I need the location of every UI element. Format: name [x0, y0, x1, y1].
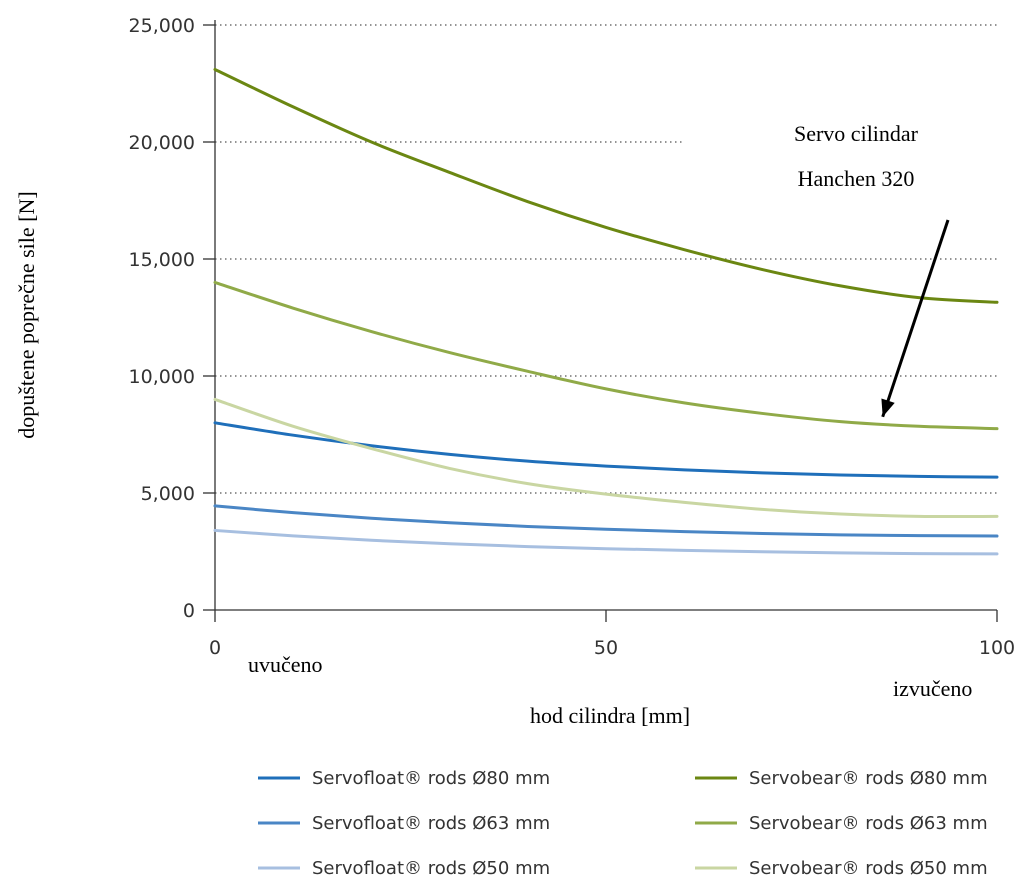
series-line-6: [213, 397, 999, 519]
x-tick-label: 0: [209, 637, 221, 659]
callout-arrow-shaft: [881, 219, 950, 418]
start-label: uvučeno: [248, 652, 323, 677]
legend-label-4: Servobear® rods Ø80 mm: [749, 768, 988, 789]
legend-label-1: Servofloat® rods Ø80 mm: [312, 768, 550, 789]
callout-arrow: [881, 219, 950, 418]
series-line-4: [213, 67, 999, 304]
series-line-5: [213, 280, 999, 431]
legend-label-2: Servofloat® rods Ø63 mm: [312, 813, 550, 834]
end-label: izvučeno: [893, 676, 972, 701]
y-axis-title: dopuštene poprečne sile [N]: [14, 191, 39, 438]
y-tick-label: 25,000: [129, 15, 195, 37]
callout-line-2: Hanchen 320: [798, 166, 915, 191]
legend: Servofloat® rods Ø80 mm Servofloat® rods …: [258, 768, 988, 879]
axes: [214, 20, 997, 611]
series-line-3: [213, 528, 999, 556]
grid-lines: [215, 24, 997, 494]
legend-label-6: Servobear® rods Ø50 mm: [749, 858, 988, 879]
series-lines: [213, 67, 999, 556]
y-tick-label: 20,000: [129, 132, 195, 154]
y-tick-label: 15,000: [129, 249, 195, 271]
y-tick-label: 5,000: [141, 483, 195, 505]
y-tick-label: 0: [183, 600, 195, 622]
x-tick-labels: 0 50 100: [209, 610, 1015, 659]
x-tick-label: 100: [979, 637, 1015, 659]
y-tick-label: 10,000: [129, 366, 195, 388]
callout-line-1: Servo cilindar: [794, 121, 919, 146]
x-tick-label: 50: [594, 637, 618, 659]
series-line-1: [213, 421, 999, 479]
legend-label-5: Servobear® rods Ø63 mm: [749, 813, 988, 834]
callout-arrow-head: [881, 398, 895, 417]
y-tick-labels: 0 5,000 10,000 15,000 20,000 25,000: [129, 15, 215, 622]
x-axis-title: hod cilindra [mm]: [530, 703, 690, 728]
legend-label-3: Servofloat® rods Ø50 mm: [312, 858, 550, 879]
series-line-2: [213, 504, 999, 538]
